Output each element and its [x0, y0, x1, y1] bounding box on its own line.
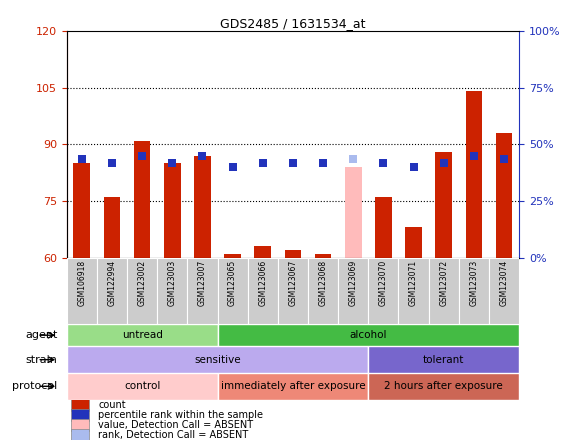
Bar — [104, 197, 120, 258]
Bar — [466, 91, 482, 258]
Bar — [459, 258, 489, 324]
Text: tolerant: tolerant — [423, 355, 465, 365]
Bar — [375, 197, 392, 258]
Text: GSM123067: GSM123067 — [288, 259, 298, 306]
Bar — [71, 399, 89, 411]
Bar — [218, 258, 248, 324]
Text: GSM122994: GSM122994 — [107, 259, 117, 305]
Text: GSM123066: GSM123066 — [258, 259, 267, 306]
Text: GSM123065: GSM123065 — [228, 259, 237, 306]
Bar — [97, 258, 127, 324]
Bar — [67, 373, 218, 400]
Text: GSM123073: GSM123073 — [469, 259, 478, 306]
Bar — [67, 258, 97, 324]
Bar — [429, 258, 459, 324]
Text: GSM123002: GSM123002 — [137, 259, 147, 305]
Text: GSM123003: GSM123003 — [168, 259, 177, 306]
Text: immediately after exposure: immediately after exposure — [220, 381, 365, 391]
Bar — [218, 324, 519, 346]
Bar — [398, 258, 429, 324]
Text: GSM123007: GSM123007 — [198, 259, 207, 306]
Bar — [67, 324, 218, 346]
Text: agent: agent — [26, 330, 57, 340]
Bar — [436, 152, 452, 258]
Bar — [338, 258, 368, 324]
Bar — [134, 141, 150, 258]
Text: strain: strain — [26, 355, 57, 365]
Bar — [368, 258, 398, 324]
Bar — [368, 346, 519, 373]
Bar — [248, 258, 278, 324]
Bar — [308, 258, 338, 324]
Bar — [224, 254, 241, 258]
Bar — [127, 258, 157, 324]
Bar — [285, 250, 301, 258]
Bar — [496, 133, 512, 258]
Bar — [71, 408, 89, 420]
Bar — [157, 258, 187, 324]
Bar — [218, 373, 368, 400]
Bar — [194, 156, 211, 258]
Text: GSM123069: GSM123069 — [349, 259, 358, 306]
Bar — [67, 346, 368, 373]
Text: percentile rank within the sample: percentile rank within the sample — [99, 409, 263, 420]
Bar — [71, 428, 89, 440]
Bar — [164, 163, 180, 258]
Text: rank, Detection Call = ABSENT: rank, Detection Call = ABSENT — [99, 429, 249, 440]
Text: GSM123070: GSM123070 — [379, 259, 388, 306]
Text: GSM123071: GSM123071 — [409, 259, 418, 305]
Text: protocol: protocol — [12, 381, 57, 391]
Text: untread: untread — [122, 330, 162, 340]
Text: sensitive: sensitive — [194, 355, 241, 365]
Bar — [187, 258, 218, 324]
Text: value, Detection Call = ABSENT: value, Detection Call = ABSENT — [99, 420, 253, 430]
Text: GSM123068: GSM123068 — [318, 259, 328, 305]
Text: GSM106918: GSM106918 — [77, 259, 86, 305]
Bar — [71, 419, 89, 431]
Bar — [345, 167, 361, 258]
Bar — [405, 227, 422, 258]
Text: count: count — [99, 400, 126, 410]
Bar — [278, 258, 308, 324]
Bar — [368, 373, 519, 400]
Bar — [74, 163, 90, 258]
Text: 2 hours after exposure: 2 hours after exposure — [385, 381, 503, 391]
Bar — [315, 254, 331, 258]
Title: GDS2485 / 1631534_at: GDS2485 / 1631534_at — [220, 17, 365, 30]
Text: control: control — [124, 381, 160, 391]
Text: GSM123072: GSM123072 — [439, 259, 448, 305]
Text: alcohol: alcohol — [350, 330, 387, 340]
Text: GSM123074: GSM123074 — [499, 259, 509, 306]
Bar — [489, 258, 519, 324]
Bar — [255, 246, 271, 258]
